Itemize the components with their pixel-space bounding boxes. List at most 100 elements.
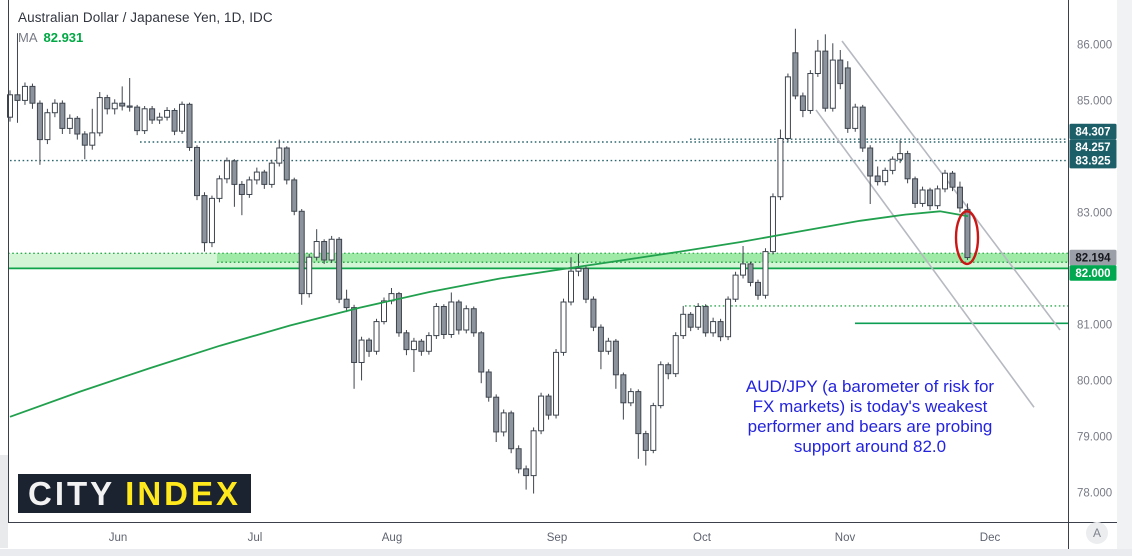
candle-down — [29, 83, 36, 109]
candle-down — [949, 170, 956, 192]
candle-body — [919, 189, 926, 204]
candle-up — [942, 169, 948, 193]
candle-body — [710, 321, 717, 334]
candle-body — [545, 395, 552, 416]
candle-down — [493, 394, 500, 442]
channel-lower-trendline[interactable] — [815, 109, 1035, 408]
auto-scale-button[interactable]: A — [1086, 522, 1108, 544]
candle-down — [665, 362, 672, 380]
candle-body — [747, 263, 754, 283]
candle-body — [366, 339, 373, 352]
candle-down — [231, 159, 238, 207]
candle-up — [919, 186, 926, 207]
candle-body — [44, 112, 51, 141]
candle-down — [837, 50, 844, 90]
candle-down — [545, 393, 552, 420]
candle-down — [134, 104, 141, 136]
candle-up — [179, 101, 186, 134]
candle-down — [597, 324, 604, 370]
candle-up — [111, 99, 118, 115]
candle-up — [164, 107, 171, 121]
candle-down — [149, 106, 156, 124]
price-badges: 84.307 84.257 83.925 82.194 82.000 — [1069, 123, 1117, 281]
candle-down — [635, 389, 642, 459]
candle-down — [455, 299, 462, 335]
candle-up — [710, 317, 717, 337]
candle-body — [119, 102, 126, 107]
candle-body — [740, 263, 747, 276]
candle-body — [508, 412, 515, 450]
price-badge-bg — [1069, 265, 1117, 281]
ma-indicator-label: MA — [18, 30, 38, 45]
candle-up — [560, 298, 567, 356]
candle-up — [141, 106, 148, 134]
candle-up — [208, 195, 215, 248]
candle-body — [725, 298, 732, 338]
candle-body — [186, 103, 193, 148]
candle-up — [44, 108, 51, 145]
candle-down — [904, 150, 911, 184]
candle-down — [291, 177, 298, 216]
candle-body — [485, 371, 492, 398]
candle-body — [246, 179, 253, 195]
candle-up — [732, 271, 739, 302]
candle-up — [934, 185, 941, 210]
candle-up — [852, 103, 859, 132]
analyst-note-line: AUD/JPY (a barometer of risk for — [745, 377, 995, 396]
candle-up — [448, 292, 455, 338]
candle-down — [351, 304, 358, 389]
analyst-note-line: FX markets) is today's weakest — [752, 397, 988, 416]
candle-body — [882, 169, 889, 183]
analyst-note: AUD/JPY (a barometer of risk for FX marke… — [705, 377, 1035, 457]
candle-body — [777, 137, 784, 198]
candle-body — [7, 94, 13, 118]
ma-indicator-row: MA 82.931 — [18, 30, 273, 45]
candle-body — [769, 196, 776, 253]
candle-body — [96, 97, 103, 134]
candle-body — [343, 298, 350, 309]
candle-body — [575, 267, 582, 272]
candle-body — [642, 433, 649, 451]
candle-up — [762, 248, 769, 299]
price-axis[interactable]: 86.000 85.000 83.000 81.000 80.000 79.000 78.0… — [1077, 39, 1112, 499]
candle-body — [81, 133, 88, 146]
candle-down — [859, 104, 866, 152]
candle-body — [904, 153, 911, 180]
candle-down — [508, 410, 515, 454]
candle-body — [844, 67, 851, 129]
candle-body — [897, 153, 904, 160]
candle-body — [171, 109, 178, 132]
candle-up — [433, 303, 440, 339]
candle-body — [732, 274, 739, 300]
candle-body — [328, 238, 335, 261]
candle-body — [635, 391, 642, 435]
candle-up — [156, 112, 163, 124]
candle-up — [814, 39, 821, 77]
candle-body — [268, 162, 275, 185]
price-badge-bg — [1069, 139, 1117, 155]
candle-body — [612, 340, 619, 376]
price-badge: 84.257 — [1069, 139, 1117, 155]
candle-up — [575, 253, 582, 277]
candle-up — [695, 303, 702, 330]
candle-up — [530, 427, 537, 494]
price-badge-label: 82.194 — [1075, 253, 1111, 265]
candle-down — [418, 338, 425, 356]
month-label-jun: Jun — [109, 532, 128, 544]
candle-body — [201, 195, 208, 244]
candle-up — [650, 402, 657, 454]
candle-body — [964, 209, 971, 259]
analyst-note-line: performer and bears are probing — [747, 417, 993, 436]
candle-body — [650, 405, 657, 451]
symbol-title[interactable]: Australian Dollar / Japanese Yen, 1D, ID… — [18, 10, 273, 25]
candle-body — [784, 76, 791, 139]
candle-up — [51, 99, 58, 118]
candle-down — [261, 169, 268, 189]
candle-down — [874, 166, 881, 186]
price-badge: 83.925 — [1069, 152, 1117, 169]
candle-down — [822, 34, 829, 112]
candle-body — [51, 102, 58, 114]
candle-body — [21, 85, 28, 101]
time-axis[interactable]: Jun Jul Aug Sep Oct Nov Dec — [109, 532, 1001, 544]
